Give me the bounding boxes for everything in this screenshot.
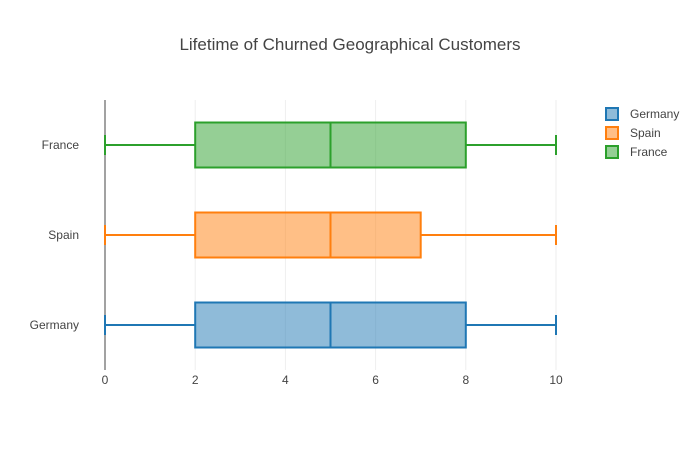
y-tick-label: Germany [30, 318, 79, 332]
legend-swatch [605, 126, 619, 140]
y-tick-label: France [42, 138, 80, 152]
iqr-box [194, 211, 422, 259]
box-france [104, 121, 557, 169]
x-tick-label: 8 [462, 373, 469, 387]
legend-item-spain[interactable]: Spain [605, 126, 661, 140]
axes: 0 2 4 6 8 10 Germany Spain France [30, 100, 563, 387]
x-tick-label: 10 [549, 373, 563, 387]
chart-title: Lifetime of Churned Geographical Custome… [179, 35, 520, 54]
x-tick-label: 4 [282, 373, 289, 387]
legend-swatch [605, 107, 619, 121]
box-germany [104, 301, 557, 349]
box-spain [104, 211, 557, 259]
legend-item-germany[interactable]: Germany [605, 107, 679, 121]
boxes [104, 121, 557, 349]
x-tick-label: 0 [102, 373, 109, 387]
legend-label: France [630, 145, 668, 159]
x-tick-label: 2 [192, 373, 199, 387]
legend[interactable]: Germany Spain France [605, 107, 679, 159]
legend-label: Spain [630, 126, 661, 140]
x-tick-label: 6 [372, 373, 379, 387]
y-tick-label: Spain [48, 228, 79, 242]
legend-swatch [605, 145, 619, 159]
legend-label: Germany [630, 107, 679, 121]
legend-item-france[interactable]: France [605, 145, 668, 159]
